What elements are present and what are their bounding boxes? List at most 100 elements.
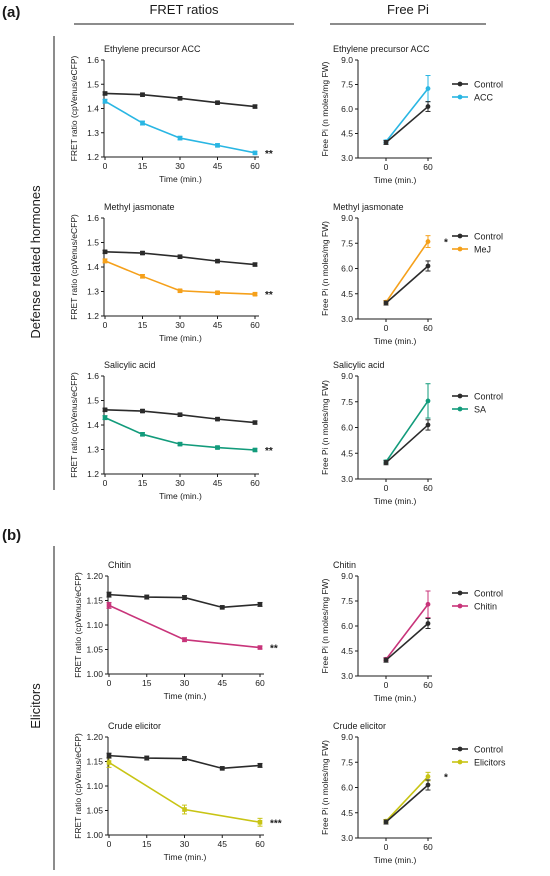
data-point (102, 407, 108, 413)
legend-marker (457, 81, 463, 87)
data-point (383, 657, 389, 663)
data-point (102, 258, 108, 264)
data-point (177, 288, 183, 294)
y-tick-label: 6.0 (341, 264, 353, 274)
chart-5: Salicylic acid 1.2 1.3 1.4 1.5 1.6 0 15 30 45 60 Ti… (69, 360, 273, 501)
significance-marker: ** (270, 644, 278, 655)
data-point (106, 760, 112, 765)
data-point (102, 249, 108, 255)
x-tick-label: 60 (250, 161, 260, 171)
legend: Control Chitin (452, 589, 503, 612)
x-axis-label: Time (min.) (159, 174, 202, 184)
data-point (140, 274, 145, 279)
data-point (257, 645, 263, 650)
y-tick-label: 6.0 (341, 104, 353, 114)
legend-label: ACC (474, 93, 494, 103)
y-tick-label: 4.5 (341, 129, 353, 139)
header-fret-ratios: FRET ratios (149, 2, 219, 17)
chart-2: Ethylene precursor ACC 3.0 4.5 6.0 7.5 9.0 0 60… (320, 44, 503, 185)
series-mej (102, 258, 258, 297)
header-free-pi: Free Pi (387, 2, 429, 17)
data-point (252, 104, 258, 109)
data-point (252, 291, 258, 297)
y-tick-label: 1.5 (87, 238, 99, 248)
data-point (252, 150, 258, 156)
x-tick-label: 15 (138, 161, 148, 171)
y-tick-label: 1.3 (87, 128, 99, 138)
series-control (102, 407, 258, 425)
data-point (106, 603, 112, 608)
data-point (252, 262, 258, 267)
chart-8: Chitin 3.0 4.5 6.0 7.5 9.0 0 60 Time (min.) Free … (320, 560, 503, 703)
x-tick-label: 60 (423, 162, 433, 172)
data-point (215, 143, 220, 148)
y-tick-label: 7.5 (341, 757, 353, 767)
data-point (140, 432, 145, 437)
x-tick-label: 45 (218, 678, 228, 688)
y-axis-label: FRET ratio (cpVenus/eCFP) (69, 214, 79, 320)
series-elicitors (383, 771, 431, 824)
x-axis-label: Time (min.) (374, 336, 417, 346)
series-elicitors (106, 757, 263, 827)
legend: Control Elicitors (452, 745, 506, 768)
y-tick-label: 9.0 (341, 571, 353, 581)
x-tick-label: 0 (384, 483, 389, 493)
charts-layer: Ethylene precursor ACC 1.2 1.3 1.4 1.5 1.6 0 15… (69, 44, 506, 865)
series-sa (383, 383, 431, 465)
data-point (182, 595, 187, 600)
series-line (385, 622, 429, 661)
data-point (102, 415, 108, 420)
legend-marker (457, 746, 463, 752)
y-tick-label: 3.0 (341, 671, 353, 681)
chart-title: Methyl jasmonate (333, 202, 404, 212)
y-tick-label: 1.3 (87, 287, 99, 297)
series-control (383, 419, 431, 466)
series-line (385, 400, 429, 463)
x-axis-label: Time (min.) (374, 175, 417, 185)
significance-marker: ** (265, 446, 273, 457)
chart-title: Chitin (333, 560, 356, 570)
y-tick-label: 1.20 (86, 732, 103, 742)
data-point (182, 637, 187, 642)
y-tick-label: 4.5 (341, 808, 353, 818)
y-tick-label: 1.5 (87, 396, 99, 406)
y-tick-label: 9.0 (341, 732, 353, 742)
y-tick-label: 1.6 (87, 371, 99, 381)
chart-7: Chitin 1.00 1.05 1.10 1.15 1.20 0 15 30 45 60 Time … (73, 560, 278, 701)
y-tick-label: 1.20 (86, 571, 103, 581)
series-line (385, 241, 429, 303)
y-tick-label: 1.3 (87, 445, 99, 455)
x-axis-label: Time (min.) (164, 691, 207, 701)
chart-title: Chitin (108, 560, 131, 570)
y-tick-label: 4.5 (341, 646, 353, 656)
y-tick-label: 1.2 (87, 152, 99, 162)
y-tick-label: 4.5 (341, 448, 353, 458)
y-tick-label: 3.0 (341, 314, 353, 324)
x-tick-label: 15 (142, 678, 152, 688)
data-point (425, 104, 431, 109)
data-point (140, 120, 145, 126)
data-point (383, 300, 389, 306)
data-point (383, 140, 389, 145)
y-tick-label: 1.6 (87, 55, 99, 65)
y-tick-label: 7.5 (341, 596, 353, 606)
data-point (219, 766, 225, 771)
data-point (215, 290, 220, 296)
series-line (104, 100, 256, 154)
x-tick-label: 30 (175, 320, 185, 330)
significance-marker: * (444, 238, 448, 249)
legend-label: MeJ (474, 245, 491, 255)
data-point (102, 91, 108, 96)
x-tick-label: 0 (107, 839, 112, 849)
series-control (106, 591, 263, 610)
y-axis-label: Free Pi (n moles/mg FW) (320, 61, 330, 156)
y-tick-label: 1.2 (87, 311, 99, 321)
data-point (106, 753, 112, 758)
data-point (219, 605, 225, 610)
y-tick-label: 1.00 (86, 830, 103, 840)
x-axis-label: Time (min.) (159, 333, 202, 343)
y-axis-label: Free Pi (n moles/mg FW) (320, 578, 330, 673)
data-point (215, 100, 220, 105)
chart-4: Methyl jasmonate 3.0 4.5 6.0 7.5 9.0 0 60 Time (… (320, 202, 503, 346)
y-tick-label: 4.5 (341, 289, 353, 299)
